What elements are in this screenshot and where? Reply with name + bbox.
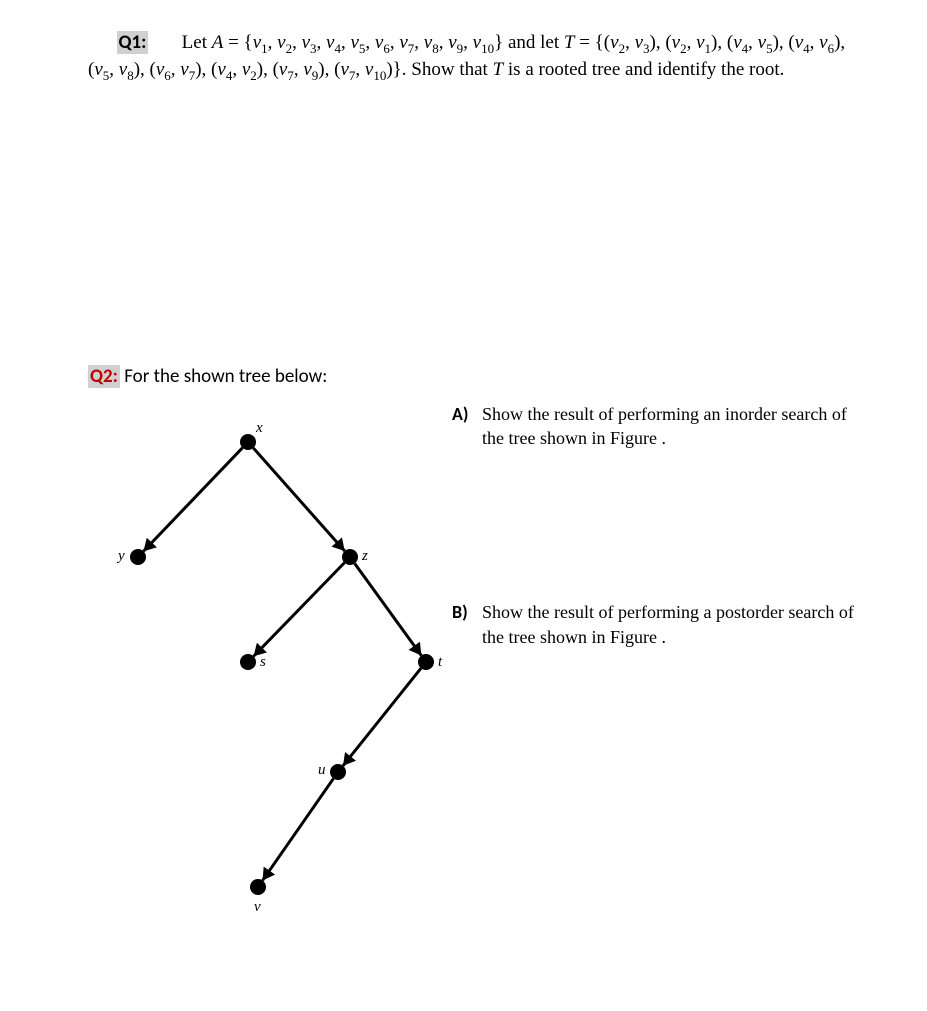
q1-v7: v	[399, 32, 407, 53]
part-a: A) Show the result of performing an inor…	[452, 402, 867, 451]
parts-area: A) Show the result of performing an inor…	[448, 402, 867, 799]
node-label-z: z	[362, 548, 368, 565]
p1a: v	[610, 32, 618, 53]
p5a: v	[94, 59, 102, 80]
p2as: 2	[680, 41, 687, 56]
p5b: v	[119, 59, 127, 80]
p5bs: 8	[127, 68, 134, 83]
p4as: 4	[803, 41, 810, 56]
q1-2s: 2	[286, 41, 293, 56]
page: Q1: Let A = {v1, v2, v3, v4, v5, v6, v7,…	[0, 0, 927, 1011]
q1-paragraph: Q1: Let A = {v1, v2, v3, v4, v5, v6, v7,…	[88, 32, 845, 80]
p3bs: 5	[766, 41, 773, 56]
q2-label: Q2:	[88, 365, 120, 388]
q1-v2: v	[277, 32, 285, 53]
p5as: 5	[103, 68, 110, 83]
p6as: 6	[164, 68, 171, 83]
p1as: 2	[619, 41, 626, 56]
p9as: 7	[349, 68, 356, 83]
p4b: v	[819, 32, 827, 53]
q1-mid: and let	[508, 32, 564, 53]
q2-content: x y z s t u v A) Show the result of performing…	[88, 402, 867, 922]
p2a: v	[672, 32, 680, 53]
node-label-v: v	[254, 899, 261, 916]
part-a-text: Show the result of performing an inorder…	[482, 402, 867, 451]
q1-A-var: A	[212, 32, 224, 53]
p8bs: 9	[312, 68, 319, 83]
node-label-t: t	[438, 654, 442, 671]
q1-5s: 5	[359, 41, 366, 56]
q1-v10: v	[473, 32, 481, 53]
p7bs: 2	[250, 68, 257, 83]
q1-pre: Let	[182, 32, 212, 53]
q1-T2: T	[493, 59, 504, 80]
q1-eq1: = {	[228, 32, 253, 53]
part-b: B) Show the result of performing a posto…	[452, 600, 867, 649]
p7b: v	[242, 59, 250, 80]
node-label-y: y	[118, 548, 125, 565]
p6bs: 7	[189, 68, 196, 83]
q1-6s: 6	[383, 41, 390, 56]
node-label-x: x	[256, 420, 263, 437]
p3as: 4	[742, 41, 749, 56]
p4a: v	[795, 32, 803, 53]
p3a: v	[733, 32, 741, 53]
q1-1s: 1	[261, 41, 268, 56]
p8b: v	[303, 59, 311, 80]
tree-diagram: x y z s t u v	[88, 402, 448, 922]
q1-label: Q1:	[117, 31, 149, 54]
q1-v1: v	[253, 32, 261, 53]
p2bs: 1	[705, 41, 712, 56]
p7a: v	[217, 59, 225, 80]
q2-label-text: Q2:	[90, 365, 118, 388]
q2-title: Q2: For the shown tree below:	[88, 365, 867, 388]
part-a-label: A)	[452, 402, 482, 426]
q1-7s: 7	[408, 41, 415, 56]
q1-tail1: Show that	[411, 59, 492, 80]
q1-8s: 8	[432, 41, 439, 56]
part-b-text: Show the result of performing a postorde…	[482, 600, 867, 649]
node-label-s: s	[260, 654, 266, 671]
q1-tail2: is a rooted tree and identify the root.	[503, 59, 784, 80]
q1-9s: 9	[457, 41, 464, 56]
q1-v8: v	[424, 32, 432, 53]
q1-v9: v	[448, 32, 456, 53]
p7as: 4	[226, 68, 233, 83]
q1-v5: v	[350, 32, 358, 53]
p2b: v	[696, 32, 704, 53]
q1-v3: v	[302, 32, 310, 53]
tree-svg	[88, 402, 448, 922]
q1-eq2: = {(	[579, 32, 610, 53]
q1-block: Q1: Let A = {v1, v2, v3, v4, v5, v6, v7,…	[88, 30, 867, 85]
q1-T-var: T	[564, 32, 575, 53]
p4bs: 6	[828, 41, 835, 56]
q2-block: Q2: For the shown tree below: x y z s t u v A)…	[88, 365, 867, 922]
q1-3s: 3	[310, 41, 317, 56]
part-b-label: B)	[452, 600, 482, 624]
p9bs: 10	[373, 68, 386, 83]
q2-title-rest: For the shown tree below:	[120, 365, 327, 388]
q1-4s: 4	[334, 41, 341, 56]
p1bs: 3	[643, 41, 650, 56]
p8as: 7	[287, 68, 294, 83]
p3b: v	[758, 32, 766, 53]
q1-10s: 10	[481, 41, 494, 56]
p6b: v	[180, 59, 188, 80]
p9a: v	[340, 59, 348, 80]
node-label-u: u	[318, 762, 326, 779]
p1b: v	[635, 32, 643, 53]
